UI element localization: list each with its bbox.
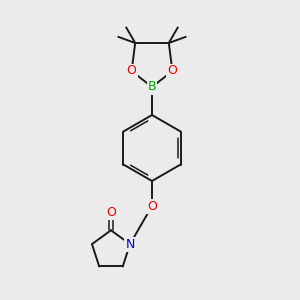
Text: O: O bbox=[106, 206, 116, 219]
Text: O: O bbox=[167, 64, 177, 77]
Text: O: O bbox=[127, 64, 136, 77]
Text: N: N bbox=[125, 238, 135, 250]
Text: B: B bbox=[148, 80, 156, 94]
Text: O: O bbox=[147, 200, 157, 212]
